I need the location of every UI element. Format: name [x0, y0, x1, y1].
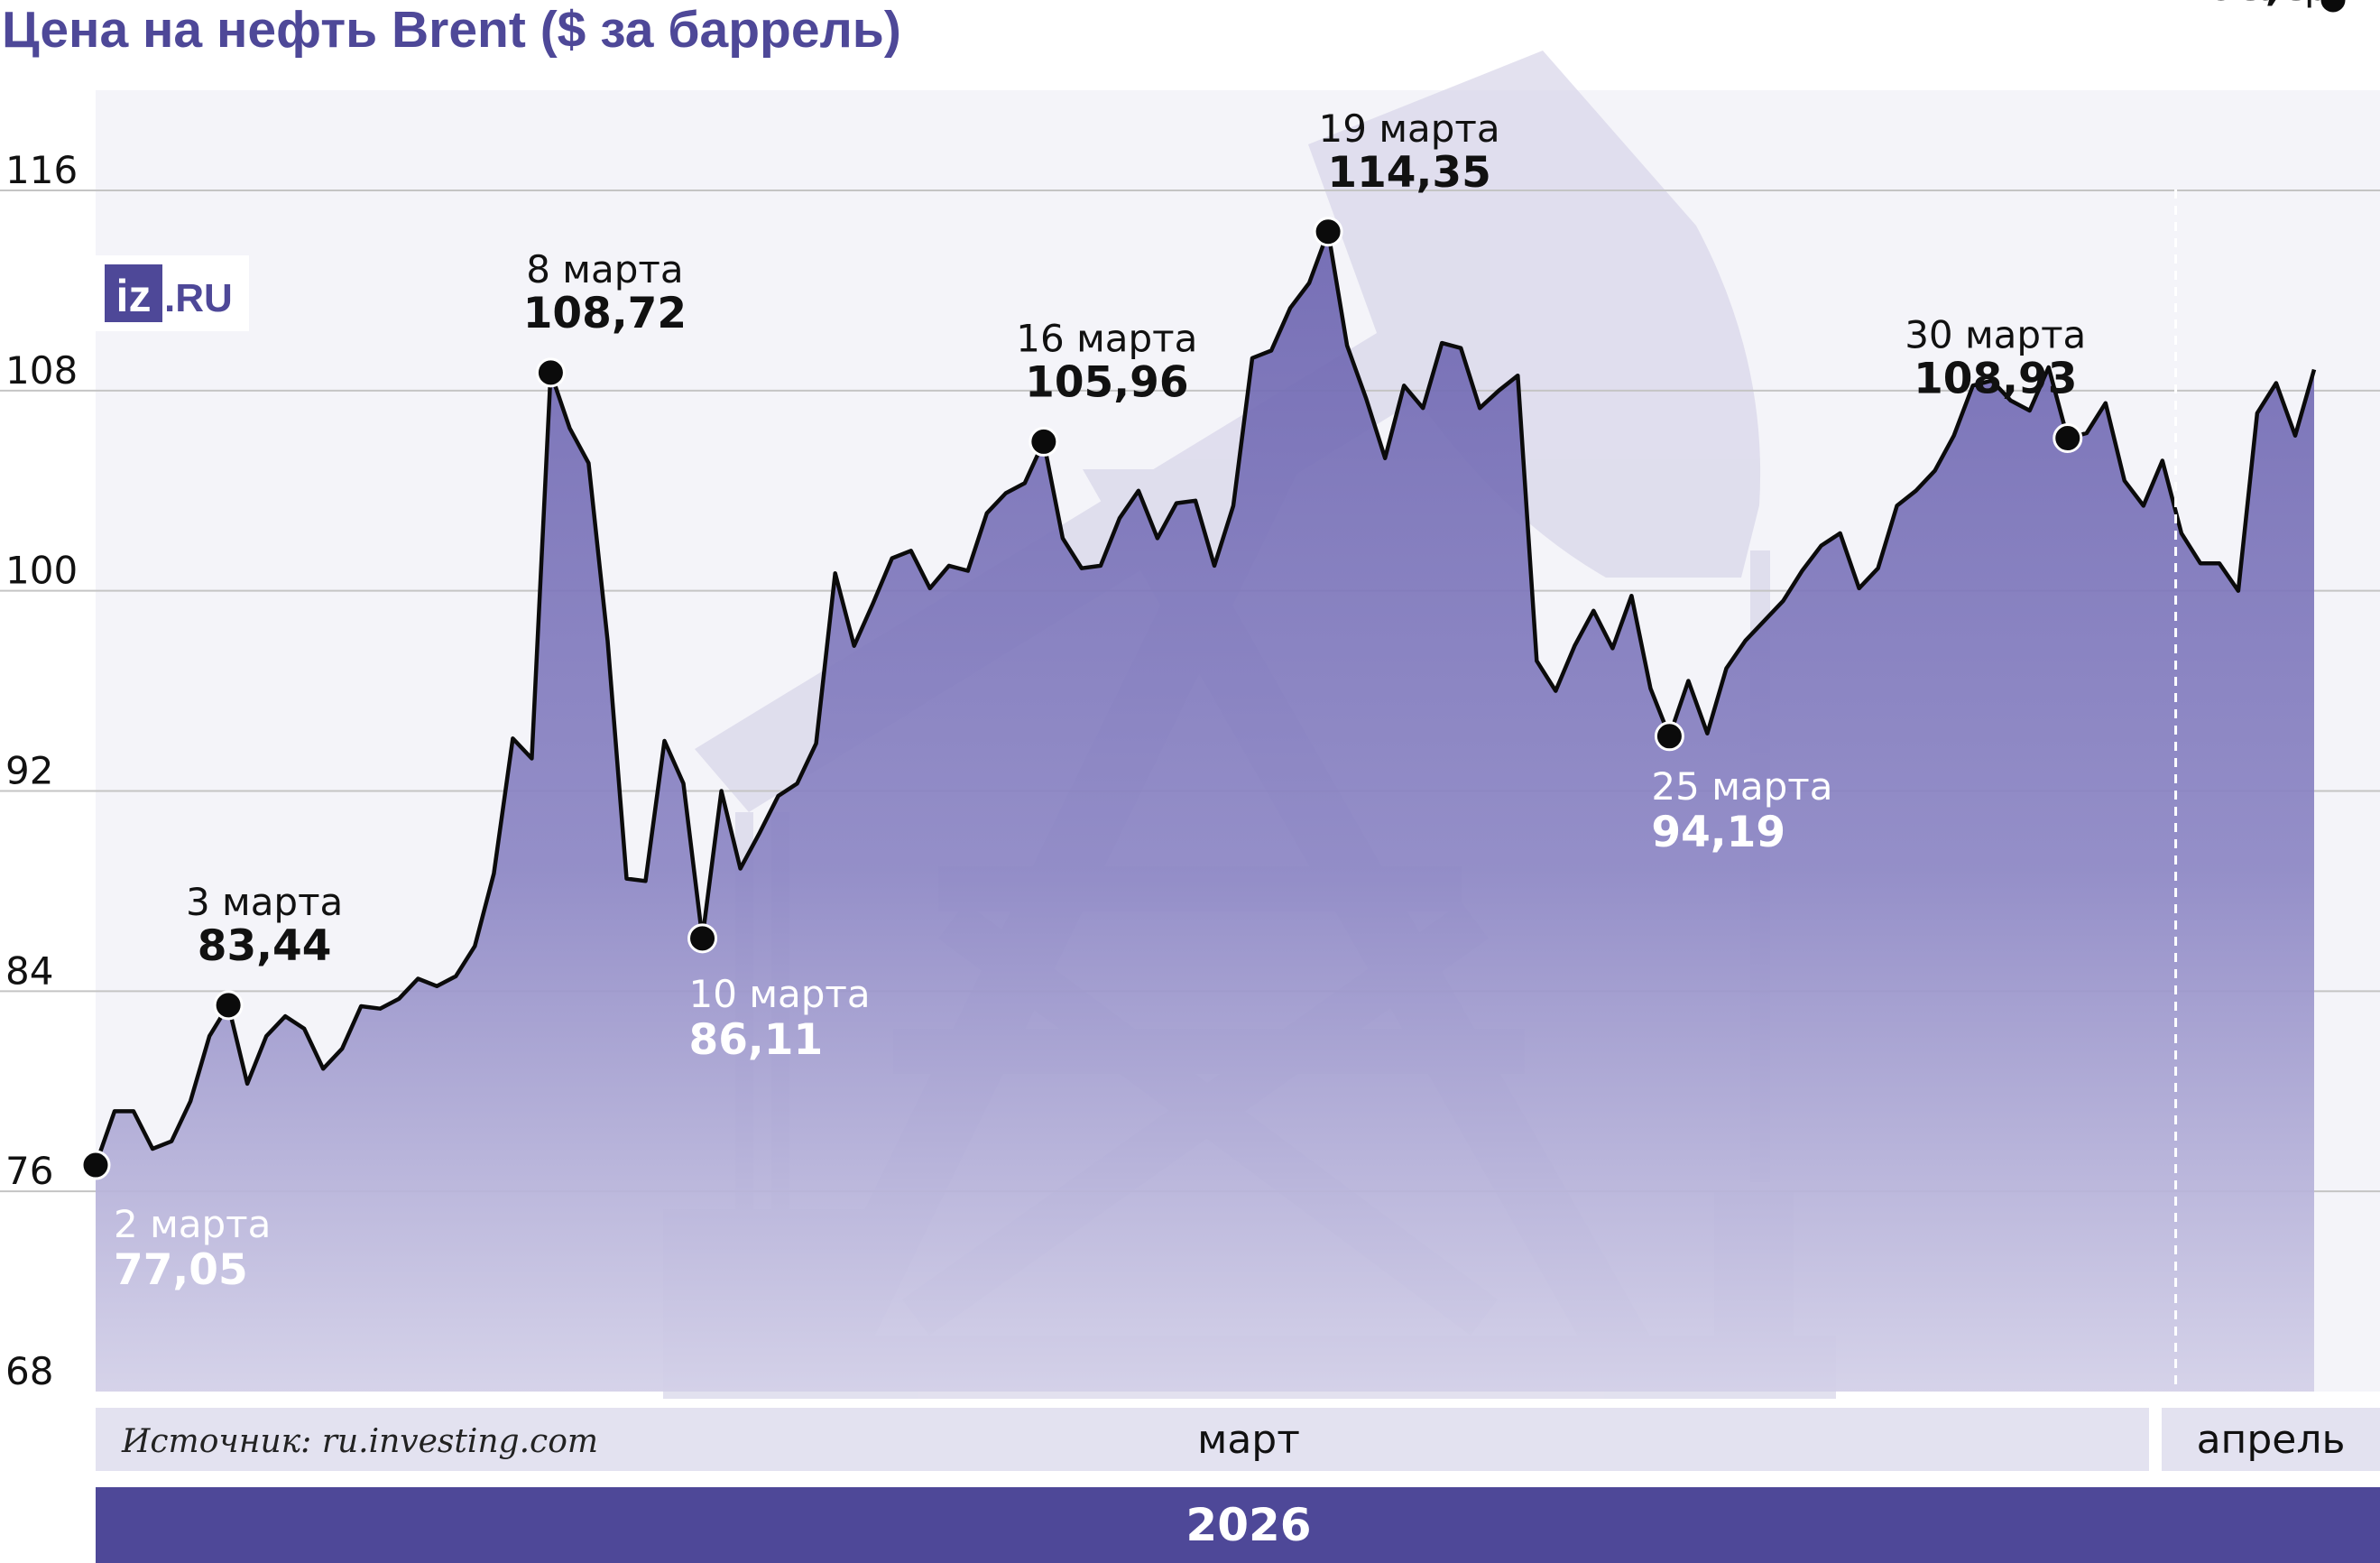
annotation-date: 30 марта — [1905, 313, 2086, 357]
data-point-marker — [2318, 0, 2348, 15]
annotation-value: 83,44 — [198, 921, 332, 971]
y-tick-label: 76 — [5, 1149, 53, 1193]
data-point-marker — [80, 1150, 111, 1180]
y-tick-label: 116 — [5, 148, 78, 192]
logo-mark-text: iz — [116, 271, 152, 321]
iz-ru-logo: iz .RU — [96, 255, 249, 331]
annotation-value: 86,11 — [689, 1015, 824, 1065]
data-point-marker — [535, 357, 566, 388]
month-label-april: апрель — [2197, 1417, 2346, 1463]
data-point-marker — [1313, 217, 1343, 247]
y-tick-label: 100 — [5, 549, 78, 593]
data-point-marker — [2053, 423, 2083, 454]
annotation-date: 2 марта — [114, 1202, 271, 1246]
annotation-date: 8 марта — [526, 247, 683, 291]
annotation-value: 77,05 — [114, 1245, 248, 1295]
month-label-march: март — [1197, 1417, 1300, 1463]
y-tick-label: 108 — [5, 348, 78, 393]
price-area — [96, 231, 2314, 1392]
y-tick-label: 84 — [5, 948, 53, 993]
iz-logo-mark — [105, 264, 162, 322]
annotation-value: 105,96 — [1025, 357, 1188, 407]
annotation-date: 3 марта — [186, 880, 343, 924]
annotation-date: 2 апр. — [2220, 0, 2340, 9]
annotation-date: 19 марта — [1319, 106, 1500, 151]
year-label: 2026 — [1185, 1499, 1311, 1551]
annotation-value: 108,93 — [1914, 355, 2077, 404]
year-bar — [96, 1487, 2380, 1563]
y-tick-label: 92 — [5, 749, 53, 793]
logo-suffix: .RU — [164, 276, 233, 320]
month-bar-april — [2162, 1408, 2380, 1471]
data-point-marker — [213, 990, 244, 1021]
annotation-value: 114,35 — [1327, 148, 1490, 198]
annotation-date: 10 марта — [689, 972, 871, 1016]
annotation-value: 108,72 — [523, 289, 687, 338]
price-line — [93, 229, 2317, 1166]
annotation-date: 16 марта — [1016, 316, 1197, 360]
y-axis: 116 108 100 92 84 76 68 — [5, 148, 78, 1393]
month-bar-march — [96, 1408, 2149, 1471]
y-tick-label: 68 — [5, 1349, 53, 1393]
data-point-marker — [1029, 426, 1059, 457]
annotation-value: 94,19 — [1651, 808, 1785, 857]
chart-title: Цена на нефть Brent ($ за баррель) — [2, 1, 901, 59]
source-note: Источник: ru.investing.com — [121, 1423, 598, 1460]
data-point-marker — [1654, 721, 1684, 752]
data-point-marker — [687, 923, 718, 954]
annotation-value: 108,84 — [2177, 0, 2340, 11]
annotation-date: 25 марта — [1651, 764, 1832, 809]
